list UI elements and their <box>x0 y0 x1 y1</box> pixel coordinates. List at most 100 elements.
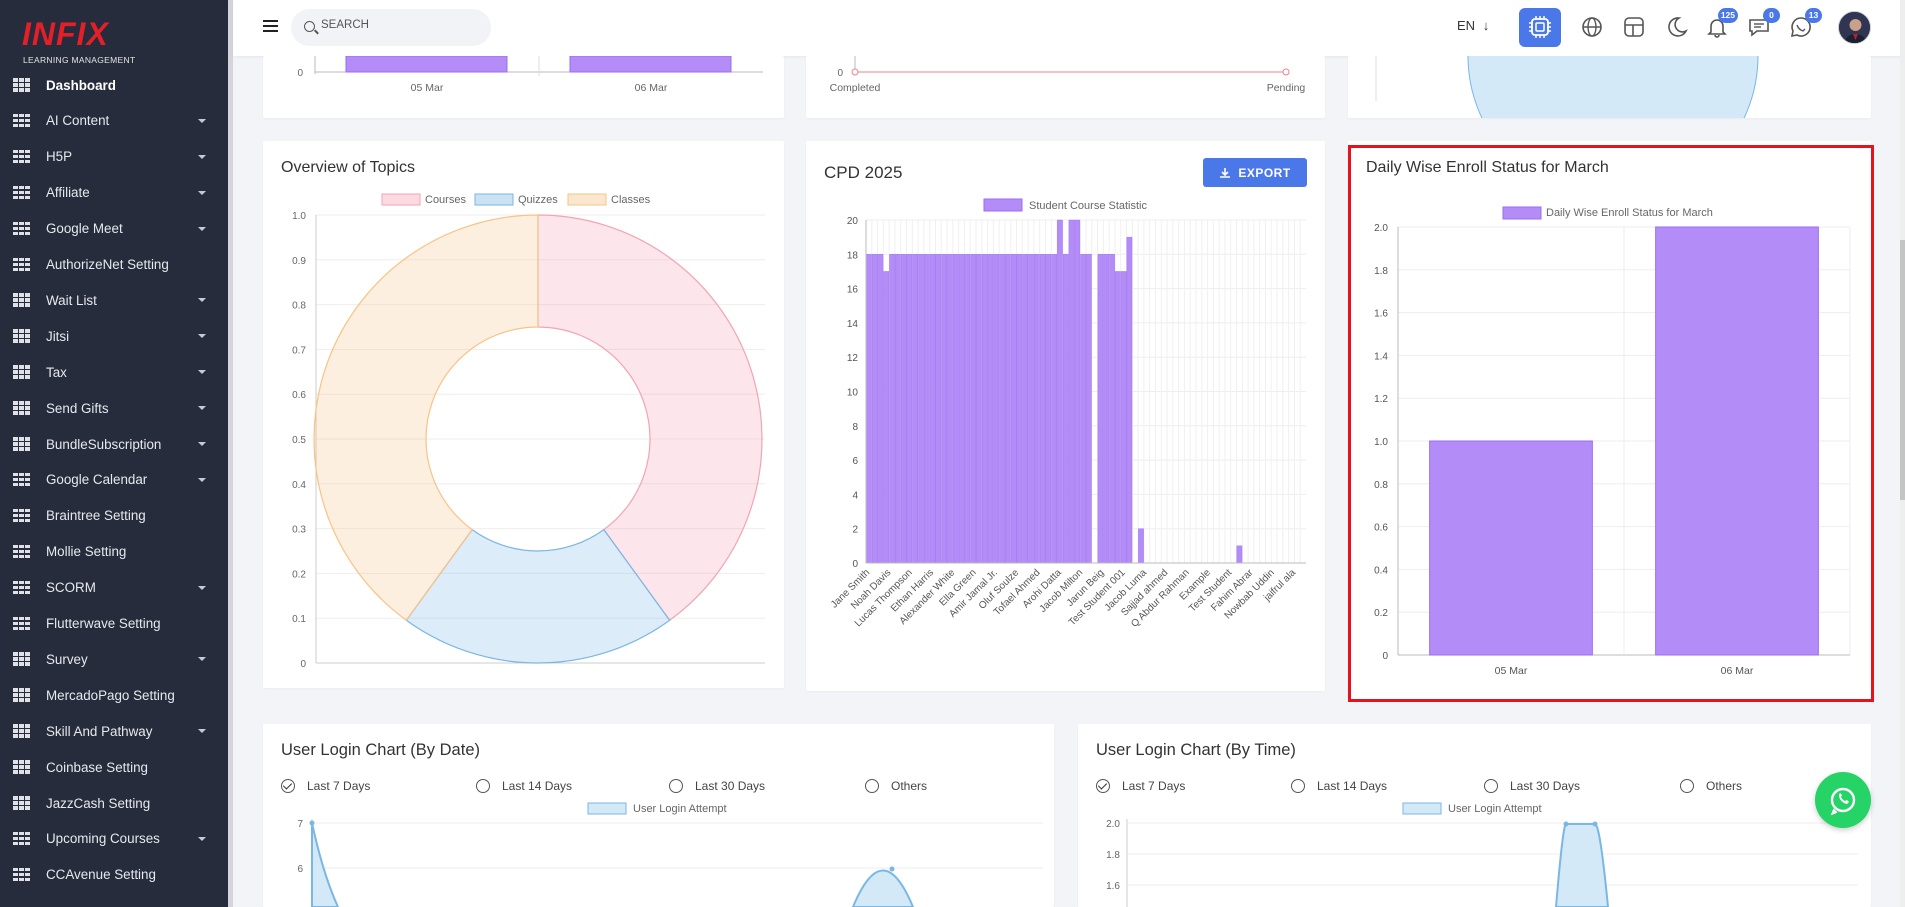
cpd-bar <box>999 254 1005 564</box>
radio-option-others[interactable]: Others <box>865 779 927 793</box>
sidebar-item-upcoming-courses[interactable]: Upcoming Courses <box>0 821 228 857</box>
sidebar-item-label: BundleSubscription <box>46 436 162 452</box>
daily-enroll-card: Daily Wise Enroll Status for March Daily… <box>1348 141 1871 699</box>
login-area <box>311 822 340 907</box>
sidebar-item-label: Send Gifts <box>46 400 109 416</box>
sidebar-item-wait-list[interactable]: Wait List <box>0 282 228 318</box>
chat-icon[interactable]: 13 <box>1788 8 1822 40</box>
radio-option-others[interactable]: Others <box>1680 779 1742 793</box>
arrow-down-icon: ↓ <box>1482 18 1490 33</box>
export-button[interactable]: EXPORT <box>1203 158 1307 187</box>
y-tick: 1.8 <box>1106 850 1120 861</box>
grid-icon <box>13 149 31 164</box>
sidebar-item-braintree-setting[interactable]: Braintree Setting <box>0 498 228 534</box>
grid-icon <box>13 796 31 810</box>
card-partial-right <box>1348 55 1871 202</box>
cpd-bar-chart: Student Course Statistic2018161412108642… <box>829 198 1306 630</box>
radio-checked-icon <box>1096 779 1110 793</box>
radio-option-last-7-days[interactable]: Last 7 Days <box>281 779 370 793</box>
radio-option-last-14-days[interactable]: Last 14 Days <box>1291 779 1387 793</box>
y-tick: 1.6 <box>1106 881 1120 892</box>
cpd-bar <box>1103 254 1110 564</box>
page-scrollbar-thumb[interactable] <box>1900 240 1905 500</box>
search-input[interactable] <box>321 19 471 31</box>
radio-empty-icon <box>865 779 879 793</box>
grid-icon <box>13 508 31 523</box>
sidebar-item-label: Mollie Setting <box>46 544 127 560</box>
sidebar-item-survey[interactable]: Survey <box>0 641 228 677</box>
sidebar-item-ccavenue-setting[interactable]: CCAvenue Setting <box>0 857 228 893</box>
layout-icon[interactable] <box>1621 14 1647 40</box>
grid-icon <box>13 113 31 128</box>
y-tick: 0.8 <box>1374 480 1388 491</box>
cpd-bar <box>1080 254 1086 564</box>
x-tick: Pending <box>1267 82 1306 94</box>
page-scrollbar-track[interactable] <box>1900 0 1905 907</box>
login-point <box>1592 821 1598 827</box>
sidebar-item-ai-content[interactable]: AI Content <box>0 103 228 139</box>
sidebar-item-mercadopago-setting[interactable]: MercadoPago Setting <box>0 677 228 713</box>
cpd-bar <box>935 254 942 564</box>
cpd-bar <box>1068 219 1075 564</box>
sidebar-item-send-gifts[interactable]: Send Gifts <box>0 390 228 426</box>
sidebar-item-coinbase-setting[interactable]: Coinbase Setting <box>0 749 228 785</box>
donut-slice-quizzes <box>405 528 671 664</box>
y-tick: 0 <box>837 68 843 79</box>
cpd-bar <box>970 254 976 564</box>
sidebar-item-dashboard[interactable]: Dashboard <box>0 67 228 103</box>
sidebar-item-flutterwave-setting[interactable]: Flutterwave Setting <box>0 606 228 642</box>
partial-bar-06mar <box>569 55 732 73</box>
globe-icon[interactable] <box>1579 14 1605 40</box>
card-title: User Login Chart (By Time) <box>1096 741 1296 759</box>
x-tick: Completed <box>830 82 881 94</box>
overview-of-topics-card: Overview of Topics Courses Quizzes Classes… <box>263 141 784 688</box>
menu-toggle-icon[interactable] <box>263 20 278 32</box>
radio-option-last-30-days[interactable]: Last 30 Days <box>1484 779 1580 793</box>
sidebar-item-jitsi[interactable]: Jitsi <box>0 318 228 354</box>
cpd-bar <box>1028 254 1034 564</box>
partial-line-chart: 0 Completed Pending <box>830 56 1306 94</box>
radio-option-last-30-days[interactable]: Last 30 Days <box>669 779 765 793</box>
infix-logo[interactable]: INFIX LEARNING MANAGEMENT <box>22 16 162 68</box>
grid-icon <box>13 760 31 774</box>
sidebar-item-label: CCAvenue Setting <box>46 867 156 883</box>
sidebar-item-google-calendar[interactable]: Google Calendar <box>0 462 228 498</box>
y-tick: 0.1 <box>292 614 306 625</box>
grid-icon <box>13 688 31 702</box>
cpd-bar <box>1010 254 1017 564</box>
sidebar-item-tax[interactable]: Tax <box>0 354 228 390</box>
sidebar-item-affiliate[interactable]: Affiliate <box>0 175 228 211</box>
login-point <box>1563 821 1569 827</box>
sidebar-item-jazzcash-setting[interactable]: JazzCash Setting <box>0 785 228 821</box>
sidebar-item-authorizenet-setting[interactable]: AuthorizeNet Setting <box>0 247 228 283</box>
y-tick: 0.8 <box>292 301 306 312</box>
user-avatar[interactable] <box>1838 11 1871 44</box>
sidebar-item-google-meet[interactable]: Google Meet <box>0 211 228 247</box>
grid-icon <box>13 401 31 415</box>
message-icon[interactable]: 0 <box>1746 8 1780 40</box>
bell-icon[interactable]: 125 <box>1704 8 1738 40</box>
x-tick: 06 Mar <box>1721 665 1754 677</box>
radio-label: Others <box>1706 779 1743 793</box>
cpd-bar <box>877 254 884 564</box>
sidebar-item-mollie-setting[interactable]: Mollie Setting <box>0 534 228 570</box>
sidebar-item-bundlesubscription[interactable]: BundleSubscription <box>0 426 228 462</box>
cpd-bar <box>1236 545 1243 564</box>
radio-option-last-14-days[interactable]: Last 14 Days <box>476 779 572 793</box>
whatsapp-button[interactable] <box>1815 772 1871 828</box>
sidebar-item-skill-and-pathway[interactable]: Skill And Pathway <box>0 713 228 749</box>
cpd-bar <box>1138 528 1144 564</box>
sidebar-item-scorm[interactable]: SCORM <box>0 570 228 606</box>
radio-checked-icon <box>281 779 295 793</box>
sidebar-item-label: Survey <box>46 651 88 667</box>
moon-icon[interactable] <box>1663 14 1689 40</box>
language-selector[interactable]: EN ↓ <box>1457 18 1489 33</box>
radio-empty-icon <box>1291 779 1305 793</box>
search-box[interactable] <box>291 9 491 46</box>
sidebar-scrollbar[interactable] <box>228 0 233 907</box>
card-title: CPD 2025 <box>824 163 903 182</box>
radio-option-last-7-days[interactable]: Last 7 Days <box>1096 779 1185 793</box>
ai-chip-button[interactable] <box>1519 8 1561 47</box>
grid-icon <box>13 544 31 559</box>
sidebar-item-h5p[interactable]: H5P <box>0 139 228 175</box>
